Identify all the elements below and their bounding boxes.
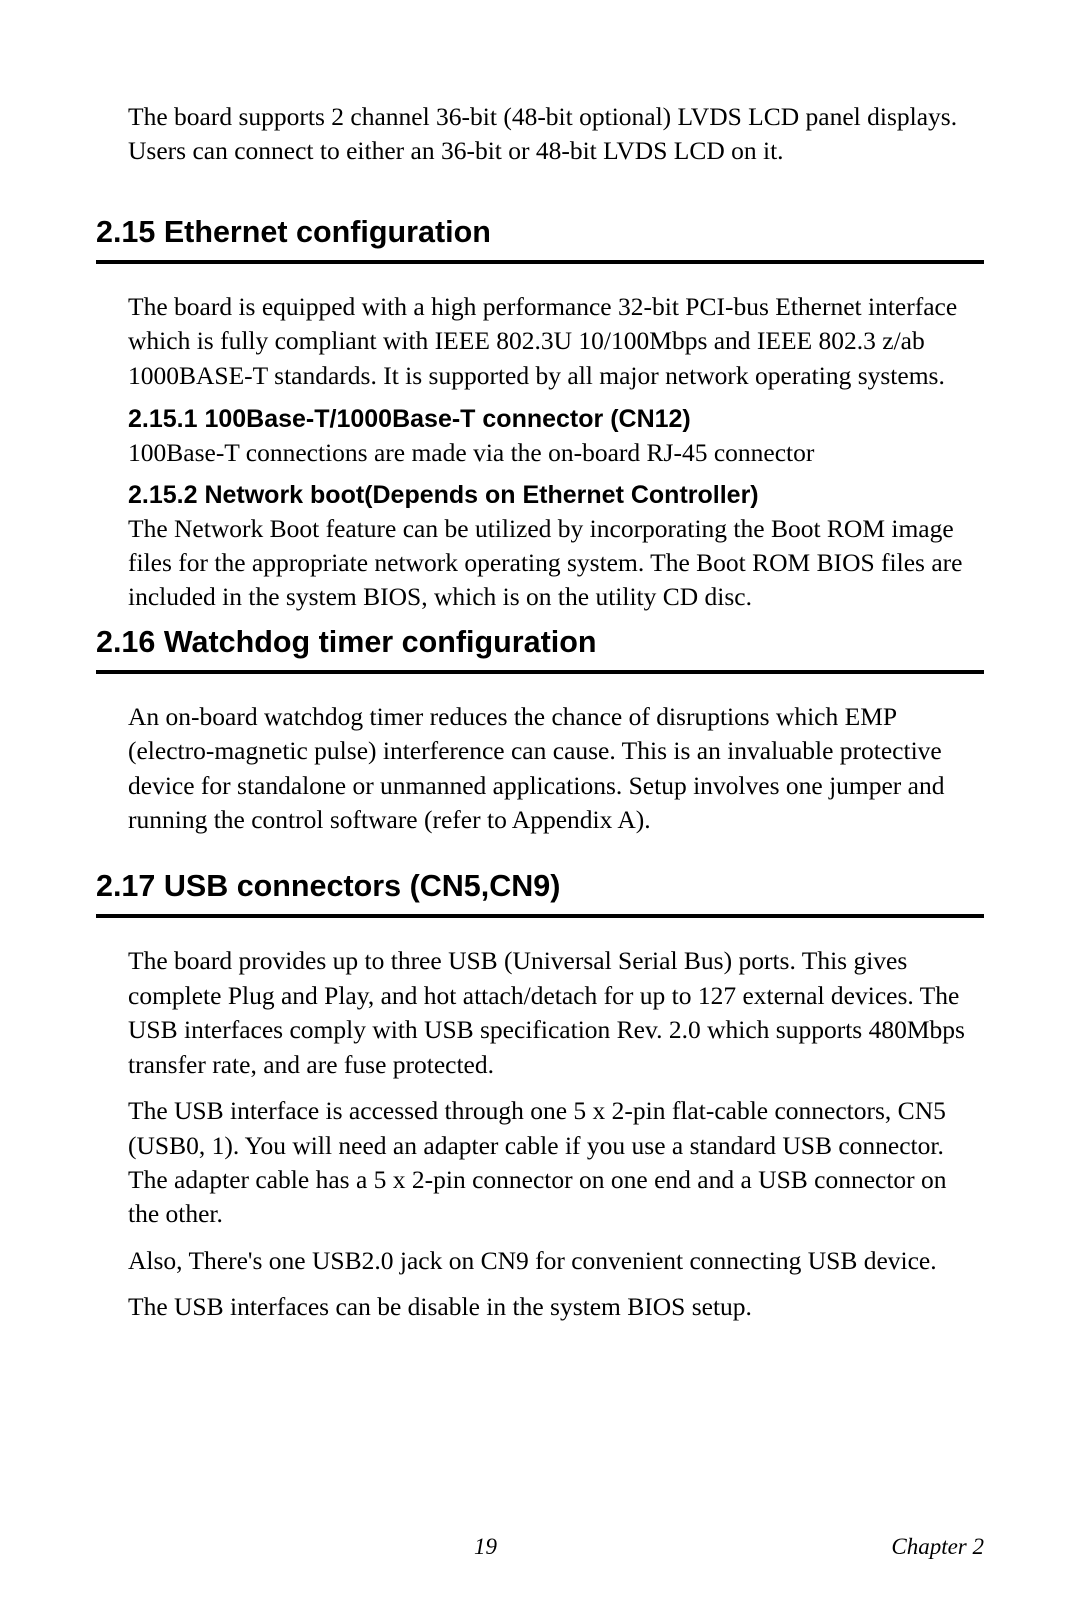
subsection-2-15-2-paragraph: The Network Boot feature can be utilized… [128, 512, 984, 615]
section-2-17-heading: 2.17 USB connectors (CN5,CN9) [96, 869, 984, 904]
subsection-2-15-2-heading: 2.15.2 Network boot(Depends on Ethernet … [128, 481, 984, 510]
section-2-17-paragraph-2: The USB interface is accessed through on… [128, 1094, 984, 1232]
section-2-17-rule [96, 914, 984, 918]
section-2-15-heading: 2.15 Ethernet configuration [96, 215, 984, 250]
page-footer: 19 Chapter 2 [96, 1534, 984, 1560]
intro-paragraph: The board supports 2 channel 36-bit (48-… [128, 100, 984, 169]
chapter-label: Chapter 2 [891, 1534, 984, 1560]
subsection-2-15-1-paragraph: 100Base-T connections are made via the o… [128, 436, 984, 470]
section-2-16-heading: 2.16 Watchdog timer configuration [96, 625, 984, 660]
section-2-17-paragraph-1: The board provides up to three USB (Univ… [128, 944, 984, 1082]
section-2-15-paragraph: The board is equipped with a high perfor… [128, 290, 984, 393]
page-number: 19 [474, 1534, 497, 1560]
section-2-16-paragraph: An on-board watchdog timer reduces the c… [128, 700, 984, 838]
section-2-16-rule [96, 670, 984, 674]
section-2-15-rule [96, 260, 984, 264]
section-2-17-paragraph-4: The USB interfaces can be disable in the… [128, 1290, 984, 1324]
subsection-2-15-1-heading: 2.15.1 100Base-T/1000Base-T connector (C… [128, 405, 984, 434]
section-2-17-paragraph-3: Also, There's one USB2.0 jack on CN9 for… [128, 1244, 984, 1278]
